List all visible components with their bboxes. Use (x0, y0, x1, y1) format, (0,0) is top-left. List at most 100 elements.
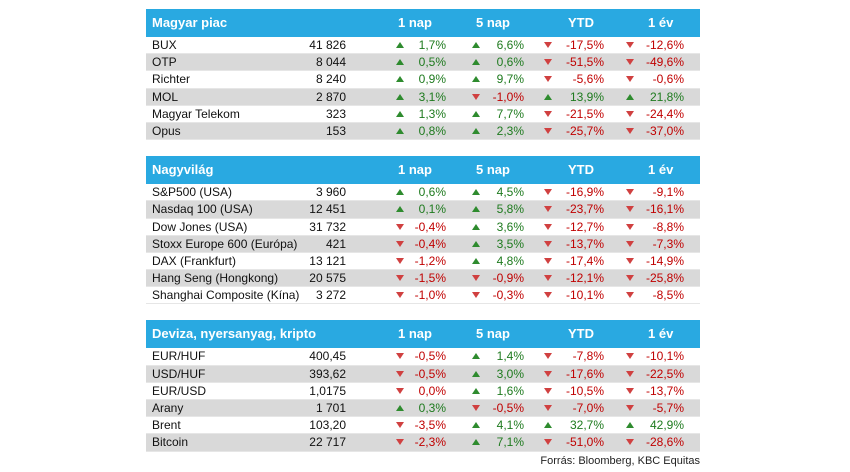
table-row: Magyar Telekom 323 1,3% 7,7% -21,5% -24,4% (146, 106, 700, 123)
instrument-value: 8 044 (315, 55, 346, 70)
down-arrow-icon (544, 206, 552, 213)
down-arrow-icon (626, 353, 634, 360)
instrument-value: 1 701 (315, 401, 346, 415)
up-arrow-icon (472, 76, 480, 83)
table-row: BUX 41 826 1,7% 6,6% -17,5% -12,6% (146, 37, 700, 55)
down-arrow-icon (396, 223, 404, 230)
change-value: -25,7% (565, 123, 604, 138)
change-value: 42,9% (649, 418, 684, 433)
table-row: S&P500 (USA) 3 960 0,6% 4,5% -16,9% -9,1% (146, 184, 700, 202)
column-header: YTD (568, 326, 594, 342)
change-value: -14,9% (645, 253, 684, 268)
change-value: 13,9% (569, 89, 604, 104)
down-arrow-icon (396, 275, 404, 282)
down-arrow-icon (626, 275, 634, 282)
change-value: -10,5% (565, 383, 604, 398)
change-value: -24,4% (645, 106, 684, 121)
down-arrow-icon (544, 257, 552, 264)
up-arrow-icon (396, 76, 404, 83)
down-arrow-icon (626, 387, 634, 394)
down-arrow-icon (396, 257, 404, 264)
down-arrow-icon (396, 439, 404, 446)
source-note: Forrás: Bloomberg, KBC Equitas (540, 455, 700, 467)
instrument-name: Dow Jones (USA) (152, 219, 248, 234)
change-value: -8,8% (652, 219, 684, 234)
change-value: 5,8% (496, 202, 524, 217)
down-arrow-icon (544, 189, 552, 196)
change-value: 3,0% (496, 366, 524, 381)
up-arrow-icon (396, 405, 404, 411)
instrument-name: BUX (152, 38, 177, 52)
up-arrow-icon (472, 127, 480, 134)
change-value: -17,5% (565, 38, 604, 52)
change-value: -0,4% (414, 236, 446, 251)
section-title: Magyar piac (152, 15, 228, 30)
table-row: EUR/HUF 400,45 -0,5% 1,4% -7,8% -10,1% (146, 348, 700, 366)
table-row: Brent 103,20 -3,5% 4,1% 32,7% 42,9% (146, 417, 700, 435)
instrument-value: 400,45 (309, 349, 346, 364)
change-value: -17,6% (565, 366, 604, 381)
down-arrow-icon (626, 257, 634, 264)
change-value: 0,0% (418, 383, 446, 398)
down-arrow-icon (626, 439, 634, 446)
section-title: Deviza, nyersanyag, kripto (152, 326, 317, 342)
up-arrow-icon (472, 387, 480, 394)
section-gap (146, 140, 700, 156)
change-value: -9,1% (652, 185, 684, 200)
change-value: -0,9% (492, 271, 524, 286)
instrument-name: EUR/HUF (152, 349, 206, 364)
change-value: -12,6% (645, 38, 684, 52)
column-header: 1 év (648, 162, 674, 178)
change-value: 1,3% (418, 106, 446, 121)
instrument-name: Nasdaq 100 (USA) (152, 202, 253, 217)
up-arrow-icon (472, 257, 480, 264)
up-arrow-icon (626, 422, 634, 429)
down-arrow-icon (626, 76, 634, 83)
up-arrow-icon (472, 240, 480, 247)
down-arrow-icon (626, 292, 634, 299)
table-row: Arany 1 701 0,3% -0,5% -7,0% -5,7% (146, 400, 700, 418)
instrument-value: 421 (325, 236, 346, 251)
down-arrow-icon (626, 405, 634, 411)
change-value: -51,0% (565, 435, 604, 450)
change-value: -7,0% (572, 401, 604, 415)
change-value: 1,4% (496, 349, 524, 364)
column-header: 5 nap (476, 326, 510, 342)
down-arrow-icon (626, 59, 634, 66)
up-arrow-icon (472, 59, 480, 66)
down-arrow-icon (626, 240, 634, 247)
down-arrow-icon (472, 405, 480, 411)
change-value: 4,1% (496, 418, 524, 433)
column-header: 1 nap (398, 15, 432, 30)
column-header: 1 év (648, 15, 674, 30)
change-value: -5,7% (652, 401, 684, 415)
table-row: DAX (Frankfurt) 13 121 -1,2% 4,8% -17,4% -14,… (146, 253, 700, 271)
section-header: Nagyvilág 1 nap 5 nap YTD 1 év (146, 156, 700, 185)
section-2: Deviza, nyersanyag, kripto 1 nap 5 nap YTD 1… (146, 320, 700, 452)
instrument-name: MOL (152, 89, 179, 104)
down-arrow-icon (544, 240, 552, 247)
instrument-name: Stoxx Europe 600 (Európa) (152, 236, 298, 251)
up-arrow-icon (396, 93, 404, 100)
change-value: -1,2% (414, 253, 446, 268)
instrument-name: Hang Seng (Hongkong) (152, 271, 279, 286)
change-value: -37,0% (645, 123, 684, 138)
down-arrow-icon (396, 422, 404, 429)
change-value: 7,7% (496, 106, 524, 121)
change-value: 3,1% (418, 89, 446, 104)
up-arrow-icon (396, 189, 404, 196)
instrument-value: 153 (325, 123, 346, 138)
down-arrow-icon (396, 292, 404, 299)
change-value: -5,6% (572, 72, 604, 87)
down-arrow-icon (626, 370, 634, 377)
down-arrow-icon (544, 76, 552, 83)
change-value: -0,6% (652, 72, 684, 87)
change-value: -16,1% (645, 202, 684, 217)
up-arrow-icon (544, 422, 552, 429)
up-arrow-icon (396, 127, 404, 134)
instrument-name: USD/HUF (152, 366, 206, 381)
change-value: 1,6% (496, 383, 524, 398)
change-value: 0,9% (418, 72, 446, 87)
down-arrow-icon (472, 93, 480, 100)
instrument-name: EUR/USD (152, 383, 207, 398)
